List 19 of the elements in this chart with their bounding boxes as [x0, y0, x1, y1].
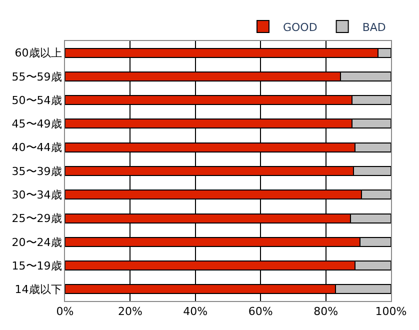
x-tick-label: 80%	[314, 305, 338, 318]
y-tick-label: 30〜34歳	[12, 188, 62, 202]
x-tick-label: 20%	[118, 305, 142, 318]
y-tick-label: 14歳以下	[14, 283, 62, 296]
legend-label: BAD	[362, 20, 386, 34]
y-tick-label: 40〜44歳	[12, 141, 62, 154]
x-tick-label: 60%	[248, 305, 273, 318]
y-tick-label: 35〜39歳	[12, 164, 62, 178]
y-tick-label: 50〜54歳	[12, 94, 62, 107]
y-tick-label: 20〜24歳	[12, 236, 62, 249]
legend-label: GOOD	[283, 20, 318, 34]
y-tick-label: 60歳以上	[14, 46, 62, 60]
y-tick-label: 15〜19歳	[12, 259, 62, 272]
y-tick-label: 55〜59歳	[12, 70, 62, 84]
y-tick-label: 25〜29歳	[12, 212, 62, 226]
x-tick-label: 40%	[183, 305, 208, 318]
x-tick-label: 100%	[375, 305, 407, 318]
y-tick-label: 45〜49歳	[12, 118, 62, 131]
x-tick-label: 0%	[56, 305, 74, 318]
